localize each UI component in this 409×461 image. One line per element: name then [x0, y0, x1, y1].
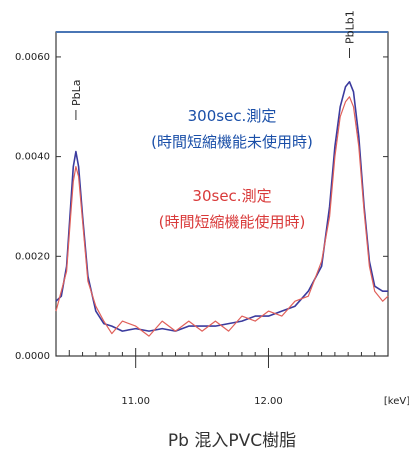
annotation-300sec: 300sec.測定 [188, 107, 277, 125]
x-tick-label: 12.00 [254, 396, 283, 407]
series-30sec-line [55, 96, 389, 337]
chart-ticks: 0.0000 0.0020 0.0040 0.0060 11.00 12.00 [15, 52, 388, 407]
y-tick-label: 0.0020 [15, 251, 50, 262]
y-tick-label: 0.0000 [15, 351, 50, 362]
peak-label-pblb1: PbLb1 [343, 10, 356, 44]
series-300sec-line [55, 81, 388, 332]
peak-markers: PbLa PbLb1 [70, 10, 356, 120]
y-tick-label: 0.0060 [15, 52, 50, 63]
x-unit-label: [keV] [384, 396, 409, 407]
chart-axes [55, 31, 389, 357]
x-tick-label: 11.00 [121, 396, 150, 407]
annotation-300sec-note: (時間短縮機能未使用時) [151, 133, 313, 151]
peak-label-pbla: PbLa [70, 80, 83, 107]
y-tick-label: 0.0040 [15, 152, 50, 163]
annotation-30sec-note: (時間短縮機能使用時) [159, 213, 306, 231]
chart-caption: Pb 混入PVC樹脂 [168, 431, 296, 451]
annotation-30sec: 30sec.測定 [192, 187, 271, 205]
chart-series [55, 81, 389, 337]
